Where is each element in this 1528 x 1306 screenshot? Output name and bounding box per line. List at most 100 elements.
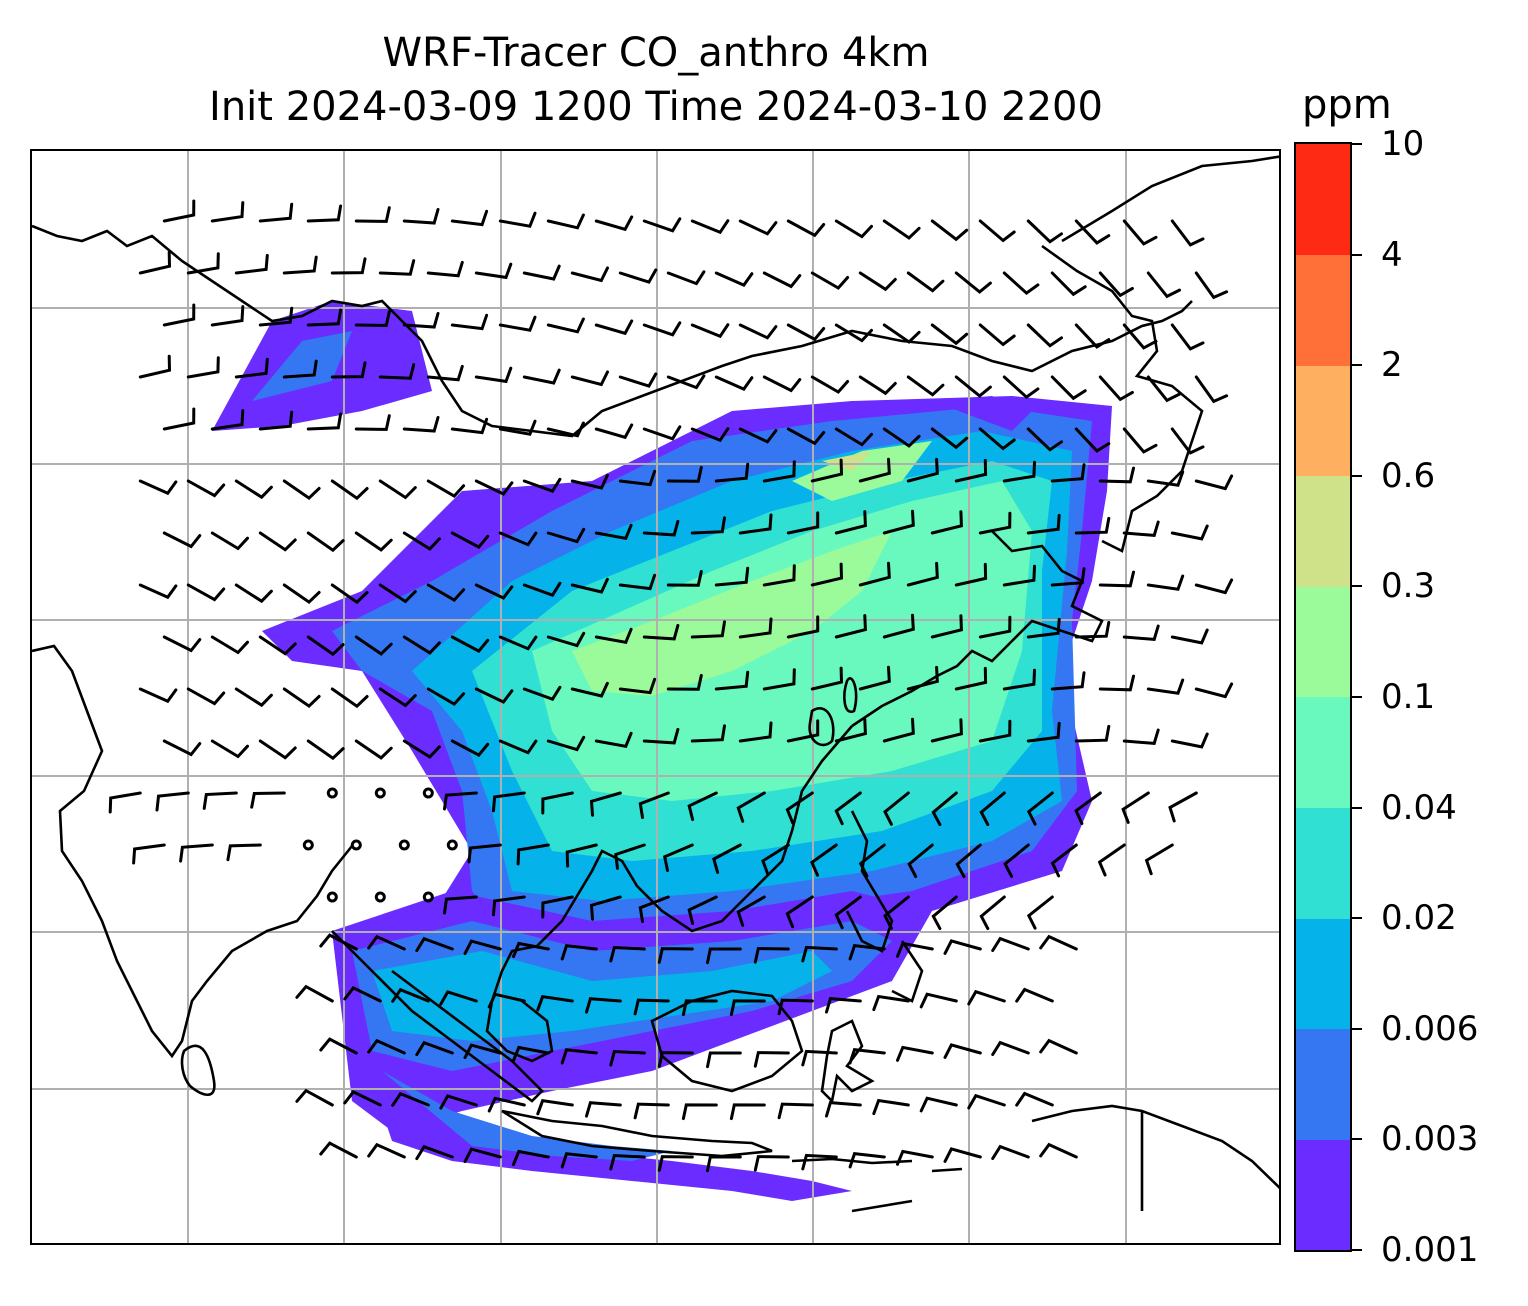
wind-barb — [391, 1091, 430, 1107]
wind-barb — [498, 531, 538, 547]
wind-barb — [738, 721, 773, 743]
wind-barb — [354, 635, 393, 656]
wind-barb — [1122, 219, 1158, 246]
wind-barb — [546, 317, 585, 334]
wind-barb — [258, 635, 297, 656]
wind-barb — [162, 407, 196, 431]
wind-barb — [882, 509, 915, 535]
colorbar-tick-mark — [1352, 253, 1362, 256]
chart-title-line1: WRF-Tracer CO_anthro 4km — [382, 30, 930, 76]
wind-barbs — [108, 199, 1234, 1173]
wind-barb — [762, 271, 802, 289]
wind-barb — [391, 987, 430, 1003]
wind-barb — [834, 219, 873, 239]
wind-barb — [439, 990, 478, 1006]
wind-barb — [618, 677, 657, 695]
wind-barb — [1170, 732, 1209, 749]
wind-barb — [858, 457, 891, 483]
wind-barb — [439, 1094, 478, 1110]
wind-barb — [1050, 271, 1087, 297]
wind-barb — [522, 581, 562, 598]
wind-barb — [367, 934, 406, 951]
colorbar-tick-mark — [1352, 1249, 1362, 1251]
wind-barb — [306, 531, 345, 553]
wind-barb — [1146, 375, 1181, 403]
wind-barb — [443, 895, 478, 915]
wind-barb — [560, 1048, 598, 1065]
wind-barb — [186, 479, 226, 498]
colorbar-tick-mark — [1352, 806, 1362, 809]
wind-barb — [546, 421, 585, 438]
wind-barb — [681, 999, 718, 1017]
colorbar-tick-mark — [1352, 1138, 1362, 1141]
wind-barb — [522, 264, 561, 281]
wind-barb — [560, 944, 598, 961]
wind-barb — [1194, 682, 1234, 699]
wind-barb — [810, 562, 844, 587]
calm-wind-marker — [326, 891, 338, 903]
wind-barb — [967, 1093, 1006, 1110]
wind-barb — [706, 1051, 742, 1069]
wind-barb — [295, 984, 334, 1003]
colorbar-tick-mark — [1352, 1027, 1362, 1030]
wind-barb — [319, 1037, 358, 1055]
colorbar-tick-mark — [1352, 696, 1362, 698]
wind-barb — [882, 219, 921, 240]
wind-barb — [155, 791, 190, 812]
wind-barb — [186, 356, 220, 379]
colorbar-segment — [1296, 697, 1350, 809]
concentration-contour — [372, 951, 832, 1041]
wind-barb — [978, 427, 1016, 451]
map-panel[interactable] — [30, 149, 1281, 1245]
wind-barb — [825, 997, 862, 1014]
wind-barb — [450, 531, 490, 550]
wind-barb — [642, 623, 680, 641]
wind-barb — [690, 219, 730, 235]
wind-barb — [402, 208, 440, 225]
wind-barb — [609, 1153, 646, 1171]
colorbar-tick-label: 0.6 — [1381, 455, 1436, 496]
wind-barb — [546, 735, 586, 752]
wind-barb — [210, 635, 249, 655]
wind-barb — [138, 354, 172, 379]
wind-barb — [930, 323, 969, 346]
wind-barb — [546, 213, 585, 230]
wind-barb — [614, 843, 646, 870]
wind-barb — [714, 566, 750, 587]
wind-barb — [282, 687, 321, 709]
wind-barb — [1003, 843, 1030, 878]
wind-barb — [687, 791, 718, 821]
wind-barb — [378, 687, 417, 708]
wind-barb — [282, 359, 318, 379]
wind-barb — [186, 583, 226, 602]
wind-barb — [594, 731, 633, 748]
wind-barb — [258, 739, 297, 760]
wind-barb — [1122, 728, 1160, 745]
coastline-borneo — [650, 989, 804, 1093]
wind-barb — [919, 992, 958, 1009]
wind-barb — [1074, 516, 1111, 535]
wind-barb — [954, 458, 988, 483]
wind-barb — [306, 308, 343, 327]
wind-barb — [882, 323, 921, 344]
wind-barb — [1074, 323, 1111, 349]
wind-barb — [1170, 427, 1205, 455]
wind-barb — [786, 719, 820, 743]
colorbar-segment — [1296, 254, 1350, 366]
wind-barb — [415, 1144, 454, 1161]
colorbar-tick-label: 0.1 — [1381, 677, 1436, 717]
wind-barb — [516, 843, 550, 866]
wind-barb — [474, 479, 514, 496]
wind-barb — [1002, 668, 1036, 691]
colorbar-tick-mark — [1352, 143, 1362, 145]
wind-barb — [690, 620, 726, 639]
wind-barb — [954, 375, 992, 398]
wind-barb — [810, 666, 844, 691]
colorbar-tick-label: 0.3 — [1381, 566, 1436, 607]
wind-barb — [415, 936, 454, 953]
wind-barb — [714, 375, 754, 391]
wind-barb — [378, 583, 417, 604]
wind-barb — [906, 457, 939, 483]
wind-barb — [138, 687, 178, 704]
wind-barb — [487, 1096, 526, 1113]
